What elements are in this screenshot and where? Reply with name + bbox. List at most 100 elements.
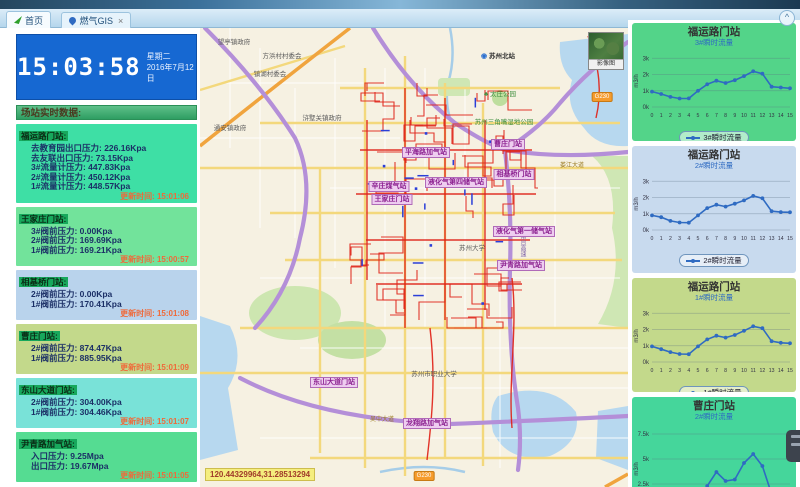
home-icon: [14, 16, 22, 24]
clock-panel: 15:03:58 星期二 2016年7月12日: [16, 34, 197, 100]
map-coordinates: 120.44329964,31.28513294: [205, 468, 316, 481]
station-name: 王家庄门站:: [19, 213, 69, 224]
svg-text:10: 10: [741, 113, 747, 119]
svg-text:4: 4: [687, 368, 690, 374]
chart-legend[interactable]: 3#瞬时流量: [679, 131, 749, 141]
svg-text:13: 13: [769, 368, 775, 374]
station-chart-card: 福运路门站 2#瞬时流量 3k 2k 1k 0k m3/h 0 1 2 3 4 5 6 7 8 9 10 11 12 1…: [632, 146, 796, 273]
svg-text:5: 5: [697, 236, 700, 242]
svg-text:9: 9: [733, 368, 736, 374]
svg-text:12: 12: [760, 113, 766, 119]
station-panel: 王家庄门站: 3#阀前压力: 0.00Kpa 2#阀前压力: 169.69Kpa 1#…: [16, 206, 197, 266]
svg-text:12: 12: [760, 236, 766, 242]
chart-subtitle: 3#瞬时流量: [694, 38, 734, 47]
tab-bar: 首页 燃气GIS ×: [0, 9, 800, 29]
station-panel-list: 福运路门站: 去教育园出口压力: 226.16Kpa 去友联出口压力: 73.15K…: [16, 124, 197, 482]
map-station-pill[interactable]: 东山大道门站: [310, 377, 358, 388]
svg-text:3k: 3k: [643, 56, 650, 62]
station-name: 相基桥门站:: [19, 277, 69, 287]
svg-text:m3/h: m3/h: [634, 74, 640, 87]
station-chart-card: 福运路门站 1#瞬时流量 3k 2k 1k 0k m3/h 0 1 2 3 4 5 6 7 8 9 10 11 12 1…: [632, 278, 796, 392]
clock-time: 15:03:58: [17, 53, 141, 81]
station-update-time: 更新时间: 15:01:06: [120, 191, 189, 201]
map-label: 镇湖村委会: [253, 71, 287, 78]
chart-subtitle: 2#瞬时流量: [694, 412, 734, 421]
svg-text:3: 3: [678, 113, 681, 119]
close-icon[interactable]: ×: [117, 15, 124, 26]
station-metric: 3#阀前压力: 0.00Kpa: [31, 225, 113, 236]
station-metric: 出口压力: 19.67Mpa: [31, 460, 109, 471]
map-label: 浒墅关镇政府: [302, 115, 342, 122]
map-station-pill[interactable]: 尹青路加气站: [497, 260, 545, 271]
map-station-pill[interactable]: 王家庄门站: [371, 194, 413, 205]
svg-text:5: 5: [697, 368, 700, 374]
chart-legend[interactable]: 1#瞬时流量: [679, 386, 749, 392]
tab-gas-gis[interactable]: 燃气GIS ×: [61, 11, 132, 29]
svg-text:4: 4: [687, 113, 690, 119]
station-metric: 1#阀前压力: 885.95Kpa: [31, 352, 122, 363]
svg-text:14: 14: [778, 368, 784, 374]
svg-text:2.5k: 2.5k: [638, 482, 650, 487]
map-station-pill[interactable]: 平海路加气站: [402, 147, 450, 158]
svg-text:0: 0: [651, 113, 654, 119]
svg-text:6: 6: [706, 113, 709, 119]
chart-title: 福运路门站: [687, 26, 741, 38]
tab-home[interactable]: 首页: [6, 11, 52, 28]
wallpaper-strip: [0, 0, 800, 9]
svg-text:11: 11: [751, 113, 756, 119]
svg-text:10: 10: [741, 236, 747, 242]
legend-line-icon: [686, 258, 701, 263]
realtime-data-header: 场站实时数据:: [16, 105, 197, 120]
station-panel: 东山大道门站: 2#阀前压力: 304.00Kpa 1#阀前压力: 304.46Kp…: [16, 378, 197, 428]
svg-text:13: 13: [769, 236, 775, 242]
tab-gas-gis-label: 燃气GIS: [79, 16, 113, 26]
svg-text:9: 9: [733, 236, 736, 242]
svg-text:15: 15: [787, 113, 793, 119]
chart-title: 福运路门站: [687, 281, 741, 293]
legend-line-icon: [686, 390, 700, 392]
station-metric: 1#阀前压力: 169.21Kpa: [31, 244, 122, 255]
chart-subtitle: 1#瞬时流量: [694, 293, 734, 302]
svg-text:13: 13: [769, 113, 775, 119]
satellite-layer-toggle[interactable]: 影像图: [588, 32, 624, 70]
map-station-pill[interactable]: 液化气第四储气站: [425, 177, 487, 188]
svg-text:2: 2: [669, 113, 672, 119]
legend-label: 1#瞬时流量: [703, 387, 741, 392]
station-panel: 相基桥门站: 2#阀前压力: 0.00Kpa 1#阀前压力: 170.41Kpa 更新…: [16, 270, 197, 320]
floating-tool[interactable]: [786, 430, 800, 462]
road-badge: G230: [413, 471, 435, 481]
svg-text:5: 5: [697, 113, 700, 119]
svg-text:0k: 0k: [643, 228, 650, 234]
map-station-pill[interactable]: 辛庄煤气站: [368, 181, 410, 192]
svg-text:3k: 3k: [643, 311, 650, 317]
satellite-label: 影像图: [589, 59, 623, 69]
station-panel: 福运路门站: 去教育园出口压力: 226.16Kpa 去友联出口压力: 73.15K…: [16, 124, 197, 203]
svg-text:2k: 2k: [643, 328, 650, 334]
svg-text:8: 8: [724, 113, 727, 119]
map-canvas[interactable]: 曹庄门站平海路加气站相基桥门站 液化气第四储气站 辛庄煤气站王家庄门站液化气第一储气…: [200, 28, 628, 487]
station-metric: 2#阀前压力: 304.00Kpa: [31, 397, 122, 407]
station-update-time: 更新时间: 15:01:05: [120, 471, 189, 480]
svg-text:9: 9: [733, 113, 736, 119]
map-station-pill[interactable]: 龙翔路加气站: [403, 418, 451, 429]
svg-text:m3/h: m3/h: [634, 197, 640, 210]
map-station-pill[interactable]: 液化气第一储气站: [493, 226, 555, 237]
svg-text:10: 10: [741, 368, 747, 374]
svg-text:2k: 2k: [643, 196, 650, 202]
map-station-pill[interactable]: 相基桥门站: [493, 169, 535, 180]
park-icon: ♣: [483, 91, 491, 98]
svg-text:14: 14: [778, 113, 784, 119]
chart-legend[interactable]: 2#瞬时流量: [679, 254, 749, 267]
station-metric: 2#阀前压力: 169.69Kpa: [31, 235, 122, 245]
map-station-pill[interactable]: 曹庄门站: [491, 139, 525, 150]
station-panel: 曹庄门站: 2#阀前压力: 874.47Kpa 1#阀前压力: 885.95Kpa 更…: [16, 324, 197, 374]
svg-text:2k: 2k: [643, 73, 650, 79]
map-label: 通安镇政府: [213, 125, 247, 132]
collapse-panel-button[interactable]: ^: [779, 10, 795, 26]
station-metric: 1#阀前压力: 170.41Kpa: [31, 298, 122, 309]
station-metric: 去友联出口压力: 73.15Kpa: [31, 152, 134, 163]
svg-text:6: 6: [706, 368, 709, 374]
svg-text:1k: 1k: [643, 89, 650, 95]
svg-text:1k: 1k: [643, 212, 650, 218]
